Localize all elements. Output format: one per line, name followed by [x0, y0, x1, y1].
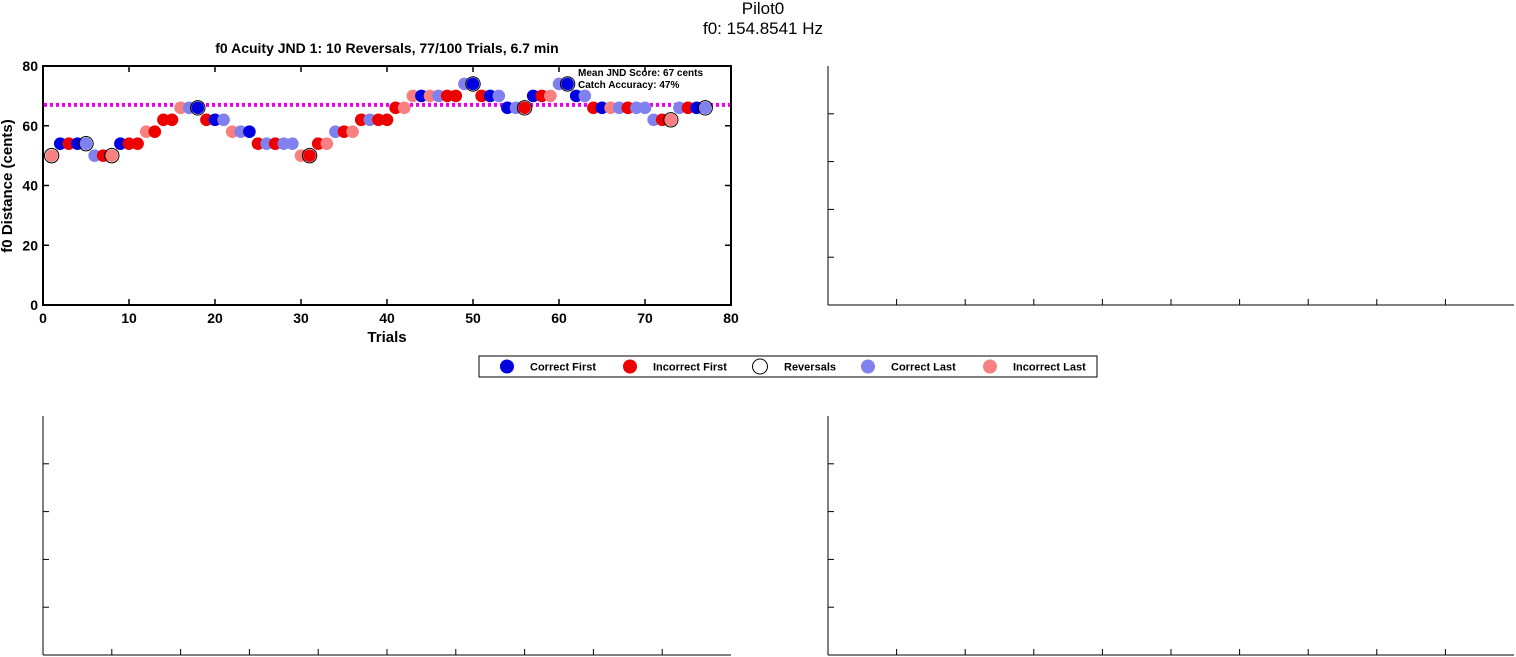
legend-label-correct-last: Correct Last: [891, 362, 956, 374]
x-tick-label-70: 70: [637, 310, 653, 326]
trial-point-18: [191, 101, 205, 115]
reversal-marker-1: [43, 147, 60, 164]
trial-point-61: [561, 77, 574, 91]
trial-point-33: [320, 137, 334, 150]
chart-title: f0 Acuity JND 1: 10 Reversals, 77/100 Tr…: [215, 40, 558, 56]
figure-title-f0: f0: 154.8541 Hz: [702, 19, 824, 38]
y-ticks: 0 20 40 60 80: [22, 58, 731, 313]
legend-marker-incorrect-last: [983, 359, 997, 374]
x-tick-label-0: 0: [39, 310, 47, 326]
trial-point-24: [243, 125, 256, 139]
trial-point-73: [664, 113, 678, 127]
trial-point-40: [380, 113, 394, 127]
reversal-marker-8: [104, 147, 120, 164]
y-tick-label-60: 60: [22, 118, 38, 134]
legend-marker-incorrect-first: [623, 359, 637, 374]
trial-point-59: [544, 89, 557, 103]
x-tick-label-50: 50: [465, 310, 481, 326]
x-tick-label-20: 20: [207, 310, 223, 326]
trial-point-31: [303, 149, 316, 162]
trial-points: [45, 77, 712, 162]
trial-point-21: [217, 113, 230, 127]
x-tick-label-60: 60: [551, 310, 567, 326]
legend-label-correct-first: Correct First: [530, 362, 596, 374]
reversal-markers: [43, 76, 713, 164]
jnd-chart: f0 Acuity JND 1: 10 Reversals, 77/100 Tr…: [0, 40, 739, 346]
reversal-marker-5: [78, 135, 94, 152]
legend-marker-correct-first: [500, 359, 514, 374]
trial-point-63: [578, 89, 592, 103]
trial-point-48: [449, 89, 463, 103]
empty-subplot-top-right: [827, 66, 1514, 306]
x-ticks: 0 10 20 30 40 50 60 70 80: [39, 66, 739, 326]
y-tick-label-80: 80: [22, 58, 38, 74]
legend: Correct First Incorrect First Reversals …: [478, 355, 1098, 378]
y-axis-label: f0 Distance (cents): [0, 119, 16, 252]
trial-point-77: [698, 101, 712, 115]
figure-title-subject: Pilot0: [741, 0, 785, 18]
empty-subplot-bottom-right: [827, 416, 1514, 656]
trial-point-13: [148, 125, 162, 139]
legend-label-incorrect-first: Incorrect First: [653, 362, 727, 374]
legend-label-incorrect-last: Incorrect Last: [1013, 362, 1086, 374]
reversal-marker-77: [697, 100, 713, 116]
trial-point-56: [518, 101, 531, 115]
trial-point-5: [79, 137, 93, 150]
catch-accuracy-annotation: Catch Accuracy: 47%: [578, 80, 679, 91]
y-tick-label-40: 40: [22, 178, 38, 194]
trial-point-15: [165, 113, 179, 127]
trial-point-70: [638, 101, 652, 115]
x-tick-label-80: 80: [723, 310, 739, 326]
trial-point-53: [492, 89, 506, 103]
reversal-marker-56: [516, 100, 533, 116]
x-tick-label-30: 30: [293, 310, 309, 326]
reversal-marker-31: [301, 147, 318, 164]
figure-title: Pilot0 f0: 154.8541 Hz: [0, 0, 1516, 37]
x-tick-label-40: 40: [379, 310, 395, 326]
y-tick-label-20: 20: [22, 237, 38, 253]
empty-subplot-bottom-left: [42, 416, 731, 656]
reversal-marker-61: [559, 76, 576, 92]
trial-point-29: [286, 137, 299, 150]
legend-label-reversals: Reversals: [784, 362, 836, 374]
legend-marker-reversals: [752, 358, 768, 375]
trial-point-50: [466, 77, 480, 91]
legend-marker-correct-last: [861, 359, 875, 374]
trial-point-1: [45, 149, 58, 162]
mean-jnd-annotation: Mean JND Score: 67 cents: [578, 68, 703, 79]
reversal-marker-50: [465, 76, 481, 92]
trial-point-8: [105, 149, 119, 162]
trial-point-42: [397, 101, 411, 115]
x-axis-label: Trials: [367, 329, 406, 346]
y-tick-label-0: 0: [30, 297, 38, 313]
reversal-marker-73: [663, 112, 679, 128]
reversal-marker-18: [190, 100, 206, 116]
trial-point-36: [346, 125, 359, 139]
x-tick-label-10: 10: [121, 310, 137, 326]
trial-point-11: [131, 137, 144, 150]
